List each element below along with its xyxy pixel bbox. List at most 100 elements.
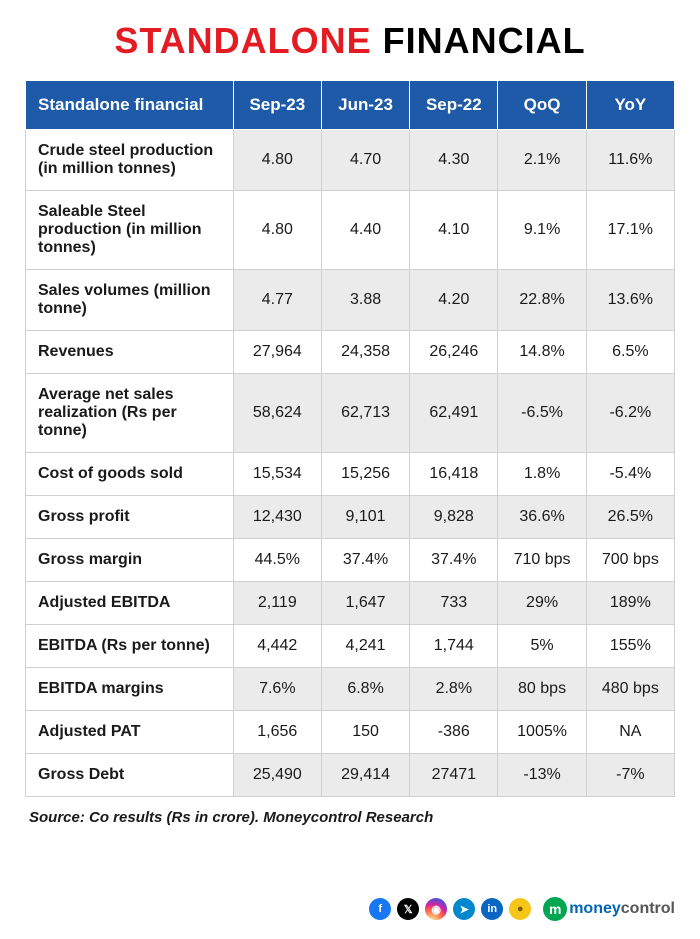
metric-value: 2.8% (410, 668, 498, 711)
table-header-row: Standalone financial Sep-23 Jun-23 Sep-2… (26, 81, 675, 130)
metric-value: -13% (498, 754, 586, 797)
metric-value: 1,647 (321, 582, 409, 625)
metric-value: 1005% (498, 711, 586, 754)
metric-value: 733 (410, 582, 498, 625)
metric-value: 7.6% (233, 668, 321, 711)
table-row: Adjusted PAT1,656150-3861005%NA (26, 711, 675, 754)
table-row: Gross profit12,4309,1019,82836.6%26.5% (26, 496, 675, 539)
metric-value: 11.6% (586, 130, 674, 191)
metric-value: 9,101 (321, 496, 409, 539)
financial-table: Standalone financial Sep-23 Jun-23 Sep-2… (25, 80, 675, 797)
metric-value: -6.2% (586, 374, 674, 453)
metric-value: 24,358 (321, 331, 409, 374)
metric-value: 5% (498, 625, 586, 668)
table-row: Average net sales realization (Rs per to… (26, 374, 675, 453)
metric-value: 1,744 (410, 625, 498, 668)
metric-value: 37.4% (321, 539, 409, 582)
metric-name: Cost of goods sold (26, 453, 234, 496)
metric-name: Gross Debt (26, 754, 234, 797)
metric-value: 4.80 (233, 191, 321, 270)
table-row: Cost of goods sold15,53415,25616,4181.8%… (26, 453, 675, 496)
title-part1: STANDALONE (114, 20, 371, 61)
col-header-jun23: Jun-23 (321, 81, 409, 130)
table-row: Crude steel production (in million tonne… (26, 130, 675, 191)
metric-value: 27471 (410, 754, 498, 797)
metric-value: 62,491 (410, 374, 498, 453)
logo-m: m (543, 897, 567, 921)
metric-value: 16,418 (410, 453, 498, 496)
page-title: STANDALONE FINANCIAL (25, 20, 675, 62)
table-row: Sales volumes (million tonne)4.773.884.2… (26, 270, 675, 331)
metric-value: 44.5% (233, 539, 321, 582)
metric-value: 27,964 (233, 331, 321, 374)
metric-value: 58,624 (233, 374, 321, 453)
metric-value: 3.88 (321, 270, 409, 331)
metric-value: 1.8% (498, 453, 586, 496)
metric-value: 1,656 (233, 711, 321, 754)
metric-value: 4.20 (410, 270, 498, 331)
metric-value: 155% (586, 625, 674, 668)
table-row: EBITDA margins7.6%6.8%2.8%80 bps480 bps (26, 668, 675, 711)
metric-value: -7% (586, 754, 674, 797)
facebook-icon[interactable]: f (369, 898, 391, 920)
linkedin-icon[interactable]: in (481, 898, 503, 920)
metric-value: 4,442 (233, 625, 321, 668)
instagram-icon[interactable]: ◉ (425, 898, 447, 920)
metric-value: 22.8% (498, 270, 586, 331)
table-row: Revenues27,96424,35826,24614.8%6.5% (26, 331, 675, 374)
metric-value: 25,490 (233, 754, 321, 797)
moneycontrol-logo[interactable]: m moneycontrol (543, 897, 675, 921)
metric-name: Sales volumes (million tonne) (26, 270, 234, 331)
col-header-yoy: YoY (586, 81, 674, 130)
metric-value: 62,713 (321, 374, 409, 453)
coin-icon[interactable]: ● (509, 898, 531, 920)
logo-money: money (569, 900, 621, 918)
col-header-sep23: Sep-23 (233, 81, 321, 130)
col-header-metric: Standalone financial (26, 81, 234, 130)
metric-value: 2.1% (498, 130, 586, 191)
metric-value: 29% (498, 582, 586, 625)
footer: f 𝕏 ◉ ➤ in ● m moneycontrol (369, 897, 675, 921)
metric-value: 4.30 (410, 130, 498, 191)
metric-value: 37.4% (410, 539, 498, 582)
metric-name: Revenues (26, 331, 234, 374)
metric-value: NA (586, 711, 674, 754)
telegram-icon[interactable]: ➤ (453, 898, 475, 920)
metric-value: 29,414 (321, 754, 409, 797)
metric-value: 36.6% (498, 496, 586, 539)
metric-value: 6.5% (586, 331, 674, 374)
metric-value: -5.4% (586, 453, 674, 496)
metric-value: 14.8% (498, 331, 586, 374)
title-part2: FINANCIAL (383, 20, 586, 61)
metric-name: Adjusted EBITDA (26, 582, 234, 625)
x-twitter-icon[interactable]: 𝕏 (397, 898, 419, 920)
metric-value: 4.80 (233, 130, 321, 191)
table-row: Gross margin44.5%37.4%37.4%710 bps700 bp… (26, 539, 675, 582)
metric-name: Saleable Steel production (in million to… (26, 191, 234, 270)
metric-value: 80 bps (498, 668, 586, 711)
metric-value: 4.77 (233, 270, 321, 331)
metric-value: 12,430 (233, 496, 321, 539)
metric-value: 189% (586, 582, 674, 625)
col-header-qoq: QoQ (498, 81, 586, 130)
metric-name: Gross profit (26, 496, 234, 539)
source-note: Source: Co results (Rs in crore). Moneyc… (25, 809, 675, 826)
metric-value: 26,246 (410, 331, 498, 374)
metric-value: 6.8% (321, 668, 409, 711)
metric-name: Average net sales realization (Rs per to… (26, 374, 234, 453)
metric-value: -386 (410, 711, 498, 754)
metric-name: EBITDA margins (26, 668, 234, 711)
metric-name: EBITDA (Rs per tonne) (26, 625, 234, 668)
metric-value: 4,241 (321, 625, 409, 668)
metric-value: 700 bps (586, 539, 674, 582)
metric-value: 4.10 (410, 191, 498, 270)
metric-value: 15,256 (321, 453, 409, 496)
metric-value: 9,828 (410, 496, 498, 539)
metric-value: 13.6% (586, 270, 674, 331)
table-row: Adjusted EBITDA2,1191,64773329%189% (26, 582, 675, 625)
logo-control: control (621, 900, 675, 918)
metric-value: 710 bps (498, 539, 586, 582)
metric-value: -6.5% (498, 374, 586, 453)
col-header-sep22: Sep-22 (410, 81, 498, 130)
table-row: Saleable Steel production (in million to… (26, 191, 675, 270)
